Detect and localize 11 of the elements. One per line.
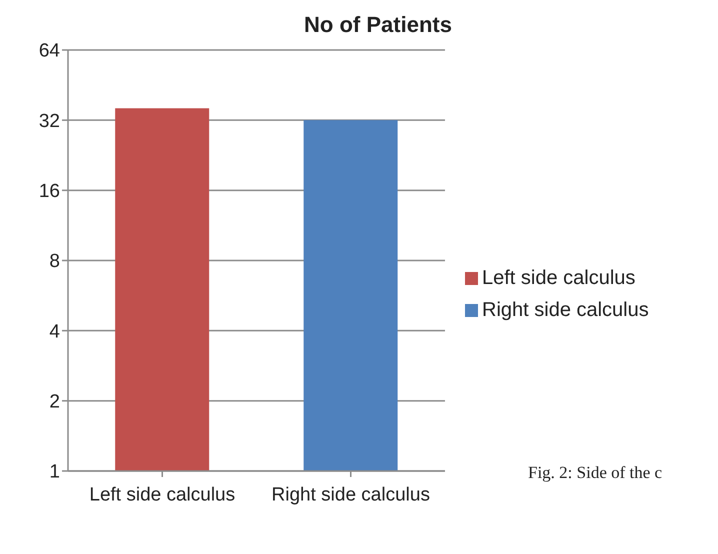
y-tick-label: 1 <box>49 462 60 483</box>
legend-label: Left side calculus <box>482 266 636 288</box>
y-tick-label: 32 <box>38 110 60 132</box>
chart-title: No of Patients <box>303 12 453 38</box>
y-tick-label: 2 <box>49 392 60 413</box>
y-tick-label: 64 <box>38 40 60 62</box>
y-tick-label: 8 <box>49 251 60 272</box>
y-tick-label: 4 <box>49 321 60 342</box>
y-tick-label: 16 <box>38 181 60 202</box>
caption: Fig. 2: Side of the c <box>528 463 662 483</box>
legend-label: Right side calculus <box>482 298 649 320</box>
